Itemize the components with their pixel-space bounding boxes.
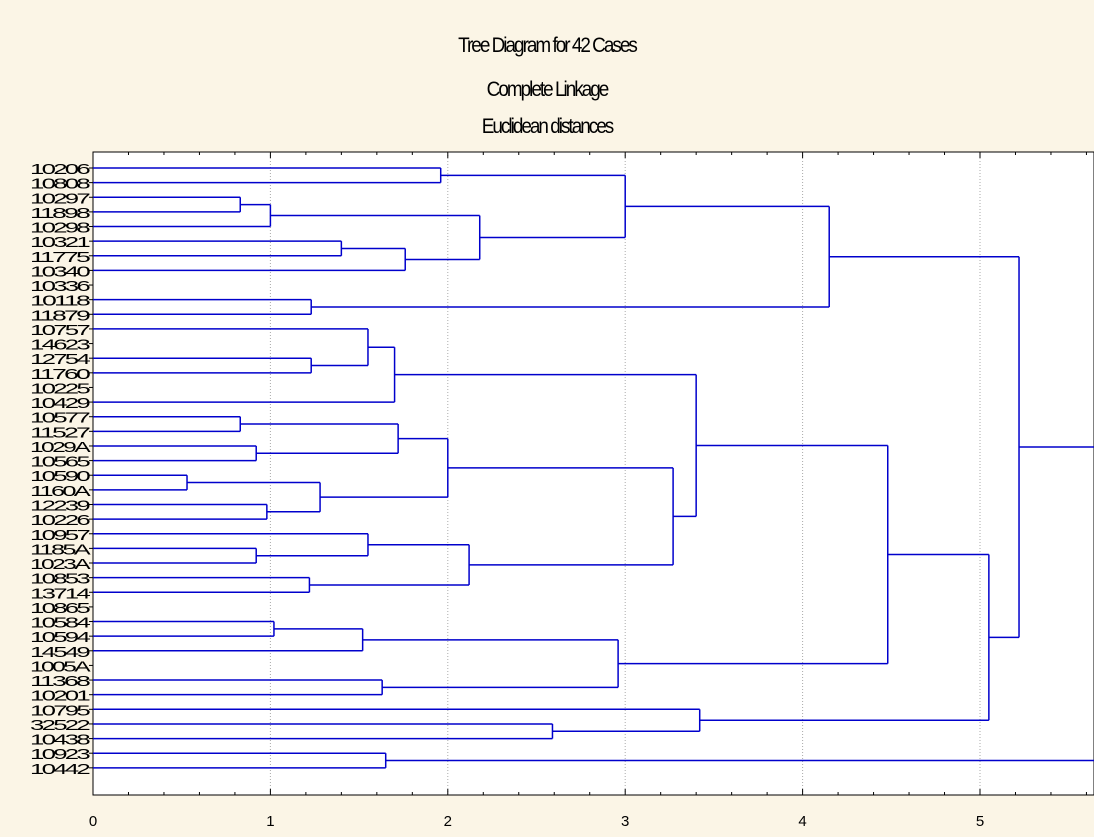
- x-tick-label: 0: [89, 813, 97, 830]
- chart-subtitle-distance: Euclidean distances: [481, 115, 614, 138]
- leaf-label: 10853: [30, 571, 90, 588]
- leaf-label: 10438: [30, 732, 90, 749]
- leaf-label: 1029A: [30, 439, 91, 456]
- leaf-label: 10808: [30, 176, 90, 193]
- leaf-label: 11760: [30, 366, 90, 383]
- leaf-label: 10201: [30, 688, 90, 705]
- leaf-label: 1005A: [30, 658, 91, 675]
- leaf-label: 10340: [30, 263, 90, 280]
- leaf-label: 12239: [30, 497, 90, 514]
- leaf-label: 10565: [30, 454, 90, 471]
- leaf-label: 10429: [30, 395, 90, 412]
- x-tick-label: 1: [266, 813, 274, 830]
- leaf-label: 10226: [30, 512, 90, 529]
- leaf-label: 10577: [30, 410, 90, 427]
- leaf-label: 32522: [30, 717, 90, 734]
- leaf-label: 10336: [30, 278, 90, 295]
- leaf-label: 1023A: [30, 556, 91, 573]
- leaf-label: 1185A: [30, 541, 91, 558]
- leaf-label: 10298: [30, 220, 90, 237]
- plot-area: [92, 151, 1094, 796]
- leaf-label: 10225: [30, 380, 90, 397]
- x-tick-label: 4: [798, 813, 806, 830]
- leaf-label: 11879: [30, 307, 90, 324]
- leaf-label: 14549: [30, 644, 90, 661]
- leaf-label: 11898: [30, 205, 90, 222]
- leaf-label: 13714: [30, 585, 90, 602]
- chart-title: Tree Diagram for 42 Cases: [458, 34, 638, 57]
- leaf-label: 10757: [30, 322, 90, 339]
- leaf-label: 10321: [30, 234, 90, 251]
- leaf-label: 10795: [30, 702, 90, 719]
- leaf-label: 10118: [30, 293, 90, 310]
- leaf-label: 12754: [30, 351, 90, 368]
- x-tick-label: 2: [444, 813, 452, 830]
- leaf-label: 11527: [30, 424, 90, 441]
- leaf-label: 10923: [30, 746, 90, 763]
- leaf-label: 11775: [30, 249, 90, 266]
- leaf-label: 10442: [30, 761, 90, 778]
- leaf-label: 10957: [30, 527, 90, 544]
- chart-subtitle-linkage: Complete Linkage: [486, 78, 610, 101]
- x-tick-label: 5: [976, 813, 984, 830]
- leaf-label: 10594: [30, 629, 90, 646]
- leaf-label: 10206: [30, 161, 90, 178]
- leaf-label: 10865: [30, 600, 90, 617]
- x-tick-label: 3: [621, 813, 629, 830]
- leaf-label: 10584: [30, 615, 90, 632]
- leaf-label: 1160A: [30, 483, 91, 500]
- leaf-label: 11368: [30, 673, 90, 690]
- leaf-label: 10590: [30, 468, 90, 485]
- leaf-label: 14623: [30, 337, 90, 354]
- leaf-label: 10297: [30, 190, 90, 207]
